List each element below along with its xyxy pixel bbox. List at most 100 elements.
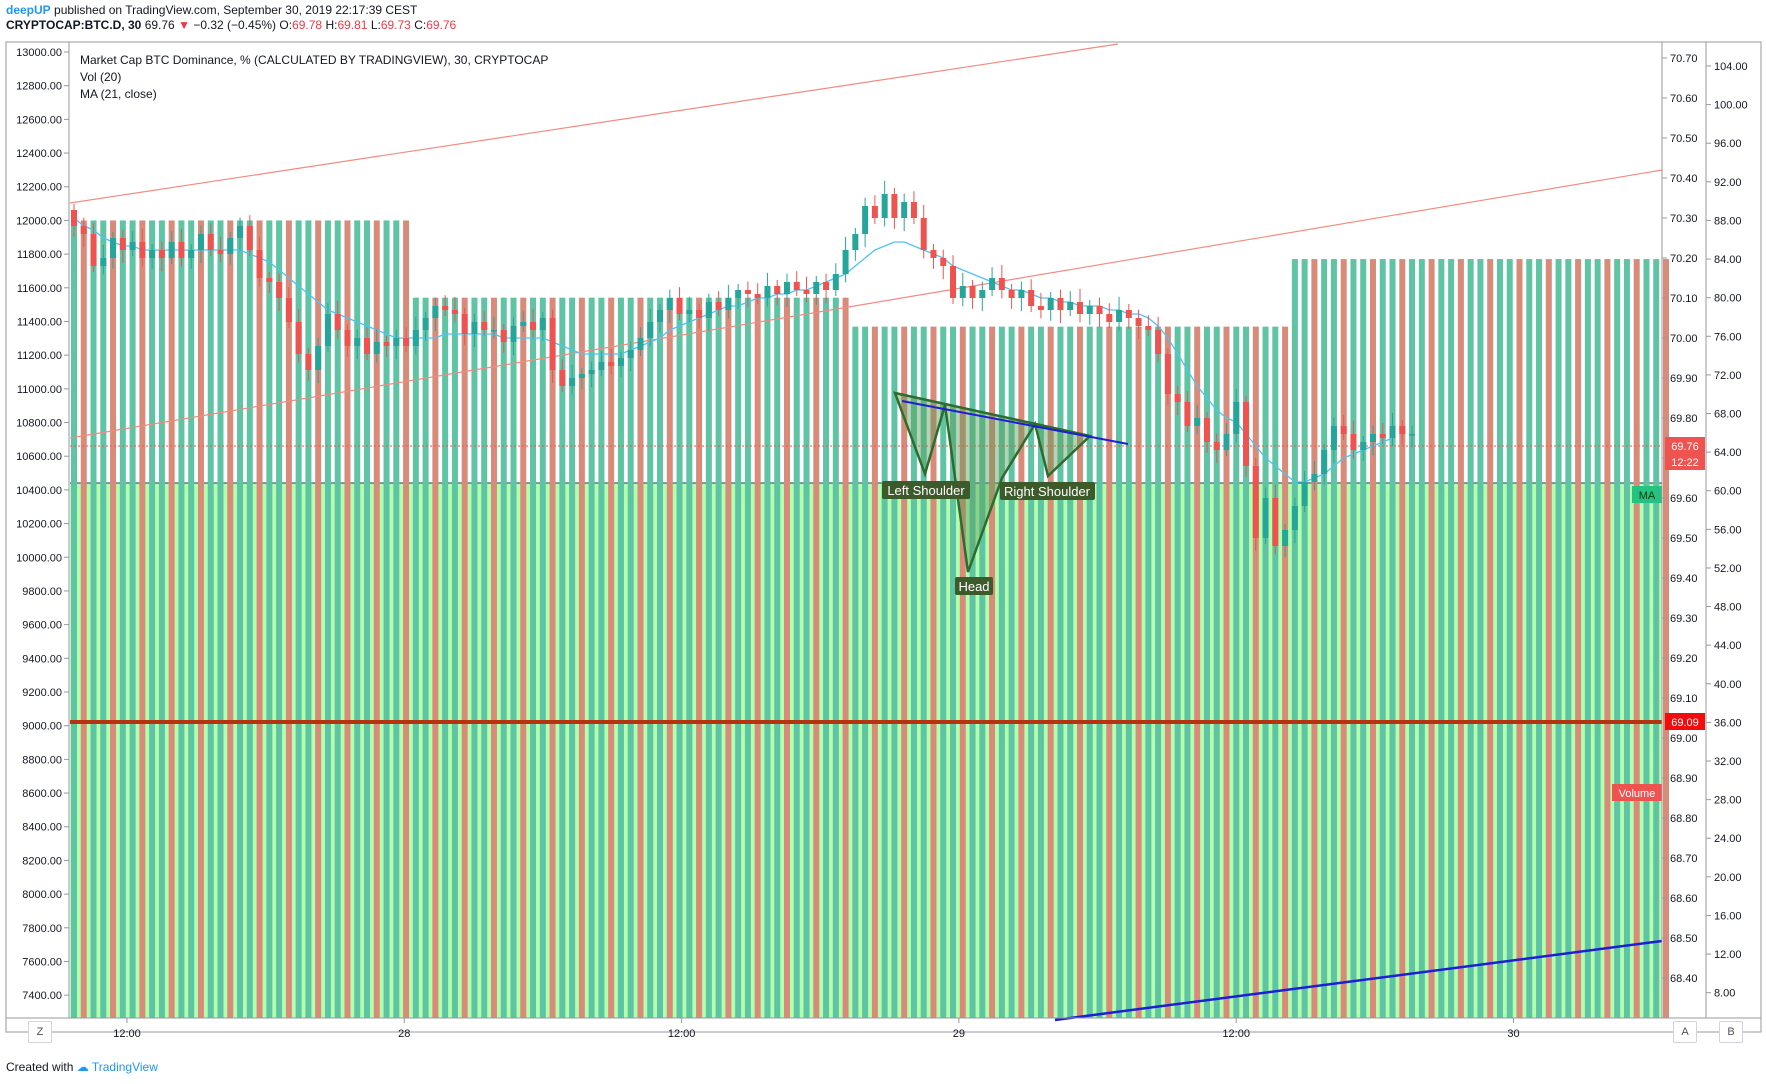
candle-body bbox=[110, 238, 117, 258]
brand-link[interactable]: TradingView bbox=[91, 1060, 158, 1074]
left-axis-tick: 9800.00 bbox=[22, 586, 62, 598]
candle-body bbox=[461, 314, 468, 334]
volume-bar bbox=[1252, 326, 1259, 1018]
volume-bar bbox=[1125, 326, 1132, 1018]
volume-bar bbox=[813, 297, 820, 1018]
candle-body bbox=[891, 194, 898, 218]
publish-info: published on TradingView.com, September … bbox=[54, 3, 418, 17]
log-scale-button[interactable]: B bbox=[1719, 1021, 1743, 1043]
right-shoulder-bg bbox=[1000, 482, 1095, 500]
candle-body bbox=[676, 298, 683, 314]
price-axis-tick: 69.50 bbox=[1670, 533, 1698, 545]
legend-ma[interactable]: MA (21, close) bbox=[80, 87, 157, 101]
author-name[interactable]: deepUP bbox=[6, 3, 51, 17]
candle-body bbox=[1203, 418, 1210, 442]
candle-body bbox=[422, 318, 429, 330]
volume-bar bbox=[969, 326, 976, 1018]
candle-body bbox=[510, 326, 517, 342]
price-tag-text: 69.76 bbox=[1671, 441, 1699, 453]
volume-bar bbox=[481, 297, 488, 1018]
volume-bar bbox=[1262, 326, 1269, 1018]
left-axis-tick: 12800.00 bbox=[16, 81, 62, 93]
volume-bar bbox=[1096, 326, 1103, 1018]
volume-tag-bg bbox=[1612, 784, 1662, 801]
candle-body bbox=[490, 330, 497, 332]
candle-body bbox=[119, 238, 126, 250]
volume-bar bbox=[1369, 259, 1376, 1018]
price-axis[interactable]: 70.70 70.60 70.50 70.40 70.30 70.20 70.10 70.00… bbox=[1662, 53, 1698, 985]
time-axis-tick: 12:00 bbox=[1222, 1028, 1250, 1040]
volume-bar bbox=[1037, 326, 1044, 1018]
candle-body bbox=[1008, 290, 1015, 298]
low-value: 69.73 bbox=[380, 18, 411, 32]
candle-body bbox=[1076, 302, 1083, 314]
left-axis-tick: 13000.00 bbox=[16, 47, 62, 59]
candle-body bbox=[90, 234, 97, 266]
candle-body bbox=[1116, 310, 1123, 322]
volume-bar bbox=[842, 297, 849, 1018]
volume-bar bbox=[168, 220, 175, 1018]
lower-trendline[interactable] bbox=[1054, 939, 1663, 1022]
price-axis-tick: 68.90 bbox=[1670, 773, 1698, 785]
last-price: 69.76 bbox=[144, 18, 175, 32]
volume-bar bbox=[559, 297, 566, 1018]
candle-body bbox=[432, 306, 439, 318]
candle-body bbox=[744, 290, 751, 294]
price-axis-tick: 69.00 bbox=[1670, 733, 1698, 745]
legend-title[interactable]: Market Cap BTC Dominance, % (CALCULATED … bbox=[80, 53, 548, 67]
candle-body bbox=[1409, 434, 1416, 436]
volume-bar bbox=[403, 220, 410, 1018]
volume-bar bbox=[793, 297, 800, 1018]
volume-bar bbox=[178, 220, 185, 1018]
head-text: Head bbox=[958, 579, 989, 594]
candle-body bbox=[129, 242, 136, 250]
volume-bar bbox=[627, 297, 634, 1018]
volume-bar bbox=[1623, 259, 1630, 1018]
candle-body bbox=[793, 282, 800, 290]
volume-axis[interactable]: 104.00 100.00 96.00 92.00 88.00 84.00 80.00 76.… bbox=[1706, 61, 1748, 1000]
left-axis-tick: 7400.00 bbox=[22, 990, 62, 1002]
legend-vol[interactable]: Vol (20) bbox=[80, 70, 121, 84]
left-axis[interactable]: 13000.00 12800.00 12600.00 12400.00 12200.00… bbox=[16, 47, 69, 1002]
candle-body bbox=[783, 282, 790, 294]
volume-bar bbox=[71, 220, 77, 1018]
volume-axis-tick: 16.00 bbox=[1714, 910, 1742, 922]
volume-bar bbox=[1643, 259, 1650, 1018]
ma-line-group bbox=[73, 217, 1393, 483]
price-change: −0.32 (−0.45%) bbox=[193, 18, 277, 32]
volume-bar bbox=[725, 297, 732, 1018]
volume-bar bbox=[1526, 259, 1533, 1018]
volume-bar bbox=[364, 220, 371, 1018]
volume-axis-tick: 104.00 bbox=[1714, 61, 1748, 73]
volume-axis-tick: 48.00 bbox=[1714, 602, 1742, 614]
left-axis-tick: 10600.00 bbox=[16, 451, 62, 463]
time-axis-tick: 12:00 bbox=[668, 1028, 696, 1040]
time-axis[interactable]: 12:002812:002912:003012:00Oct12:00212:00… bbox=[113, 1018, 1766, 1040]
volume-axis-tick: 84.00 bbox=[1714, 254, 1742, 266]
ma-line[interactable] bbox=[73, 217, 1393, 483]
volume-bar bbox=[1116, 326, 1123, 1018]
volume-bar bbox=[1008, 326, 1015, 1018]
candle-body bbox=[910, 202, 917, 218]
candle-body bbox=[139, 242, 146, 258]
left-axis-tick: 9000.00 bbox=[22, 721, 62, 733]
auto-scale-button[interactable]: A bbox=[1673, 1021, 1697, 1043]
candle-body bbox=[1184, 402, 1191, 426]
neckline-trendline[interactable] bbox=[901, 400, 1129, 445]
volume-axis-tick: 52.00 bbox=[1714, 563, 1742, 575]
volume-bar bbox=[1135, 326, 1142, 1018]
volume-bar bbox=[490, 297, 497, 1018]
volume-axis-tick: 60.00 bbox=[1714, 486, 1742, 498]
candle-body bbox=[1233, 402, 1240, 434]
volume-bar bbox=[1184, 326, 1191, 1018]
candle-body bbox=[1252, 466, 1259, 538]
volume-bar bbox=[510, 297, 517, 1018]
volume-bar bbox=[1272, 326, 1279, 1018]
volume-bar bbox=[1663, 259, 1669, 1018]
volume-bar bbox=[285, 220, 292, 1018]
candle-body bbox=[1047, 298, 1054, 310]
volume-bar bbox=[237, 220, 244, 1018]
timezone-button[interactable]: Z bbox=[28, 1021, 52, 1043]
left-axis-tick: 9200.00 bbox=[22, 687, 62, 699]
